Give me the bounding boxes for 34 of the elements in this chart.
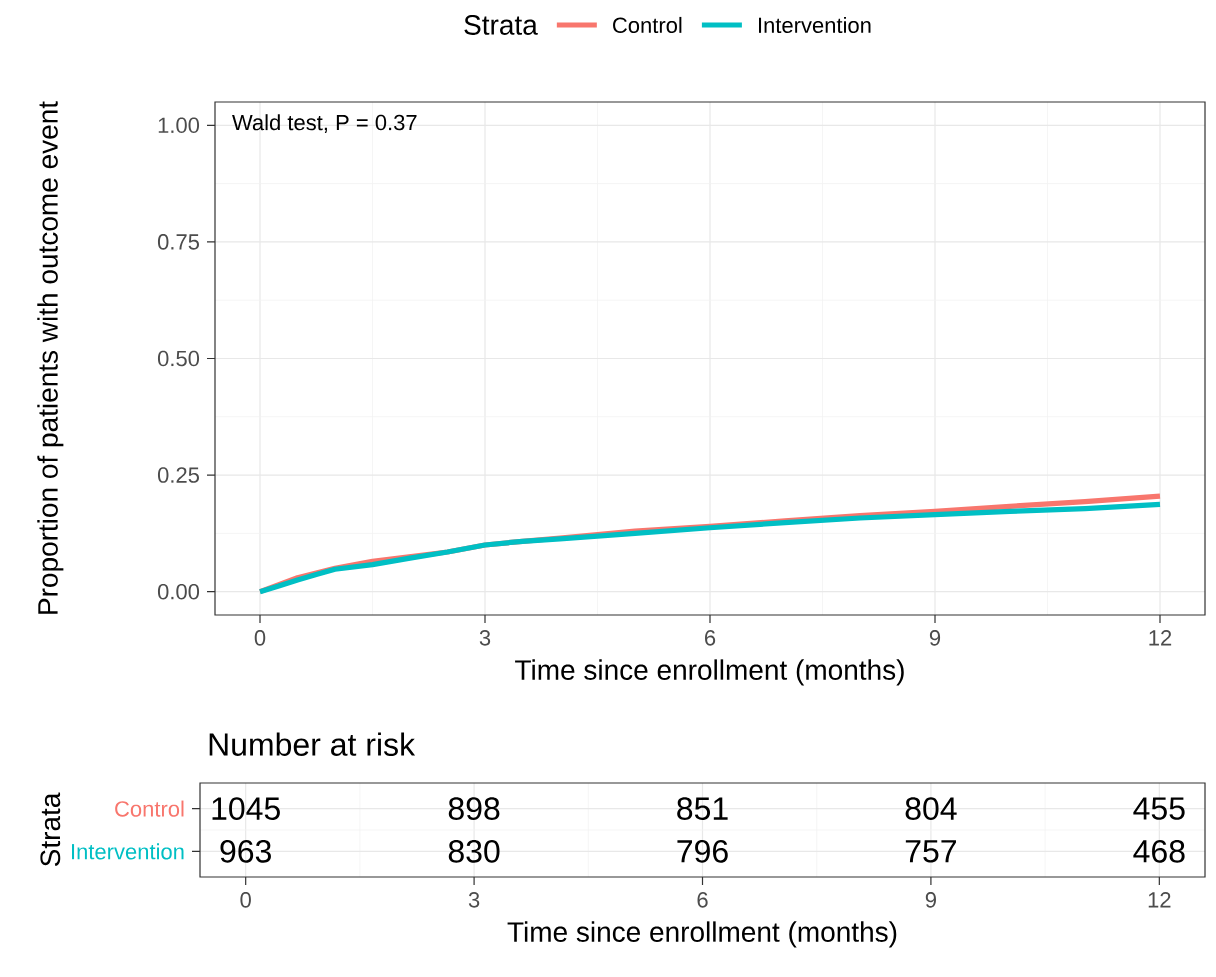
data-label: 468	[1133, 840, 1185, 863]
y-tick-label: 0.00	[157, 583, 200, 600]
annotation: Wald test, P = 0.37	[232, 114, 417, 133]
x-axis-title: Time since enrollment (months)	[507, 921, 897, 948]
y-axis-title: Proportion of patients with outcome event	[37, 101, 64, 614]
y-tick-label: 0.25	[157, 467, 199, 483]
x-axis-title: Time since enrollment (months)	[515, 659, 904, 686]
data-label: 851	[677, 797, 728, 820]
legend-label: Intervention	[759, 16, 871, 34]
y-axis-title: Strata	[40, 792, 61, 867]
x-tick-label: 0	[254, 630, 266, 646]
data-label: 898	[448, 797, 500, 820]
x-tick-label: 12	[1149, 630, 1172, 646]
x-tick-label: 6	[705, 630, 716, 646]
data-label: 963	[220, 840, 271, 863]
y-tick-label: 0.75	[157, 234, 199, 250]
data-label: 804	[905, 797, 957, 820]
x-tick-label: 9	[925, 892, 936, 908]
data-label: 757	[905, 840, 956, 863]
y-tick-label: 1.00	[158, 117, 200, 134]
data-label: 455	[1133, 797, 1185, 820]
x-tick-label: 6	[697, 892, 708, 908]
x-tick-label: 12	[1148, 892, 1171, 908]
y-tick-label: 0.50	[157, 350, 200, 367]
x-tick-label: 3	[479, 630, 491, 646]
chart-title: Number at risk	[209, 732, 416, 756]
x-tick-label: 9	[929, 630, 941, 646]
data-label: 830	[448, 840, 500, 863]
data-label: 1045	[212, 797, 280, 820]
legend-title: Strata	[464, 15, 538, 35]
data-label: 796	[677, 840, 728, 863]
x-tick-label: 0	[240, 892, 251, 908]
x-tick-label: 3	[468, 892, 480, 908]
legend-label: Control	[613, 16, 682, 34]
